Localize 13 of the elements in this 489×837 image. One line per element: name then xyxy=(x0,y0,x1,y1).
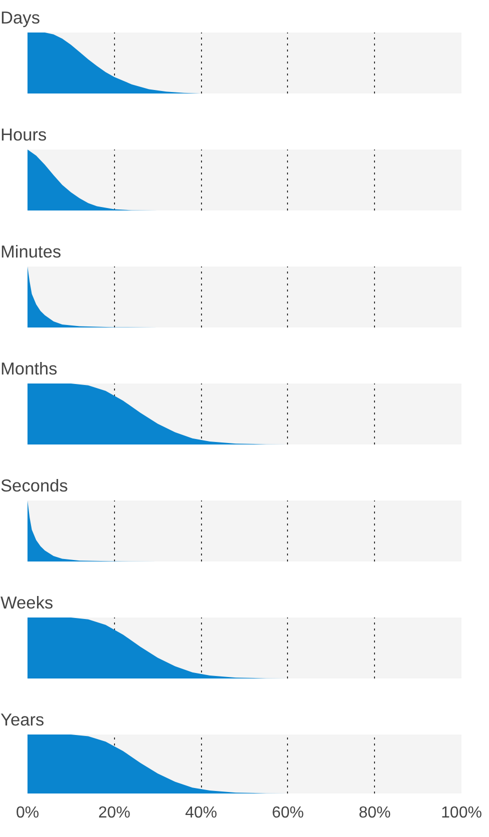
chart-title: Days xyxy=(0,8,40,28)
x-tick-label: 20% xyxy=(98,804,130,822)
x-tick-label: 40% xyxy=(185,804,218,822)
chart-title: Seconds xyxy=(0,476,68,496)
chart-title: Hours xyxy=(0,124,48,144)
x-tick-label: 60% xyxy=(272,804,304,822)
x-tick-label: 0% xyxy=(16,804,40,822)
x-tick-label: 80% xyxy=(358,804,391,822)
x-tick-label: 100% xyxy=(441,804,482,822)
chart-title: Years xyxy=(0,710,45,730)
chart-title: Weeks xyxy=(0,592,54,612)
chart-title: Minutes xyxy=(0,242,62,262)
chart-title: Months xyxy=(0,358,58,378)
